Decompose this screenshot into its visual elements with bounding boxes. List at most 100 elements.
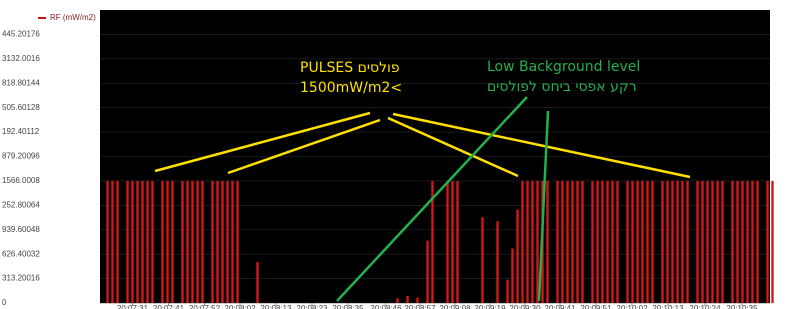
bar <box>766 180 769 303</box>
bar <box>211 180 214 303</box>
bar <box>646 180 649 303</box>
bar <box>236 180 239 303</box>
bar <box>571 180 574 303</box>
bar <box>111 180 114 303</box>
bar <box>631 180 634 303</box>
bar <box>186 180 189 303</box>
bar <box>516 209 519 303</box>
x-tick-label: 20:10:35 <box>726 304 758 309</box>
bar <box>661 180 664 303</box>
x-tick-label: 20:09:08 <box>439 304 471 309</box>
bar <box>711 180 714 303</box>
bar <box>736 180 739 303</box>
x-tick-label: 20:07:41 <box>153 304 185 309</box>
bar <box>666 180 669 303</box>
bar <box>131 180 134 303</box>
bar <box>706 180 709 303</box>
legend-swatch <box>38 17 46 19</box>
bar <box>606 180 609 303</box>
bar <box>216 180 219 303</box>
bar <box>161 180 164 303</box>
bar <box>136 180 139 303</box>
bar <box>406 295 409 303</box>
bar <box>651 180 654 303</box>
bar <box>596 180 599 303</box>
bar <box>696 180 699 303</box>
y-tick-label: 939.60048 <box>2 225 40 234</box>
x-tick-label: 20:08:02 <box>224 304 256 309</box>
y-tick-label: 505.60128 <box>2 103 40 112</box>
y-tick-label: 0 <box>2 298 7 307</box>
annotation: Low Background level <box>487 59 640 75</box>
y-tick-label: 879.20096 <box>2 152 40 161</box>
legend-label: RF (mW/m2) <box>50 13 96 22</box>
x-tick-label: 20:08:35 <box>332 304 364 309</box>
bar <box>616 180 619 303</box>
annotation: רקע אפסי ביחס לפולסים <box>487 79 637 95</box>
bar <box>686 180 689 303</box>
bar <box>526 180 529 303</box>
bar <box>141 180 144 303</box>
bar <box>231 180 234 303</box>
bar <box>256 261 259 303</box>
bar <box>591 180 594 303</box>
bar <box>451 180 454 303</box>
bar <box>446 180 449 303</box>
bar <box>521 180 524 303</box>
x-tick-label: 20:07:52 <box>189 304 221 309</box>
x-tick-label: 20:08:46 <box>370 304 402 309</box>
bar <box>431 180 434 303</box>
x-tick-label: 20:09:51 <box>580 304 612 309</box>
annotation-lines <box>154 96 691 302</box>
bar <box>126 180 129 303</box>
bar <box>636 180 639 303</box>
y-tick-label: 252.80064 <box>2 200 40 209</box>
bar <box>481 217 484 303</box>
pointer <box>227 118 381 175</box>
bar <box>396 298 399 303</box>
y-tick-label: 192.40112 <box>2 127 40 136</box>
pointer <box>154 111 371 173</box>
bar <box>426 240 429 303</box>
bar <box>756 180 759 303</box>
bar <box>576 180 579 303</box>
bar <box>201 180 204 303</box>
bar <box>171 180 174 303</box>
bar <box>456 180 459 303</box>
bar <box>751 180 754 303</box>
bar <box>626 180 629 303</box>
bar <box>226 180 229 303</box>
y-tick-label: 313.20016 <box>2 274 40 283</box>
annotation: 1500mW/m2< <box>300 80 402 96</box>
bar <box>506 279 509 303</box>
y-tick-label: 3132.0016 <box>2 54 40 63</box>
pointer <box>336 96 528 302</box>
bar <box>531 180 534 303</box>
x-tick-label: 20:08:13 <box>260 304 292 309</box>
bar <box>561 180 564 303</box>
x-tick-label: 20:09:41 <box>544 304 576 309</box>
bar <box>581 180 584 303</box>
bar <box>681 180 684 303</box>
bar <box>676 180 679 303</box>
bar <box>496 221 499 303</box>
bar <box>746 180 749 303</box>
x-tick-label: 20:10:24 <box>689 304 721 309</box>
x-tick-label: 20:07:31 <box>117 304 149 309</box>
bar <box>701 180 704 303</box>
x-tick-label: 20:09:19 <box>474 304 506 309</box>
pointer <box>537 110 550 302</box>
y-tick-label: 626.40032 <box>2 249 40 258</box>
x-tick-label: 20:09:30 <box>509 304 541 309</box>
bar <box>611 180 614 303</box>
bar <box>556 180 559 303</box>
bar <box>511 248 514 303</box>
bar <box>116 180 119 303</box>
bar <box>671 180 674 303</box>
bar <box>536 180 539 303</box>
bar <box>721 180 724 303</box>
bar <box>146 180 149 303</box>
bar <box>731 180 734 303</box>
